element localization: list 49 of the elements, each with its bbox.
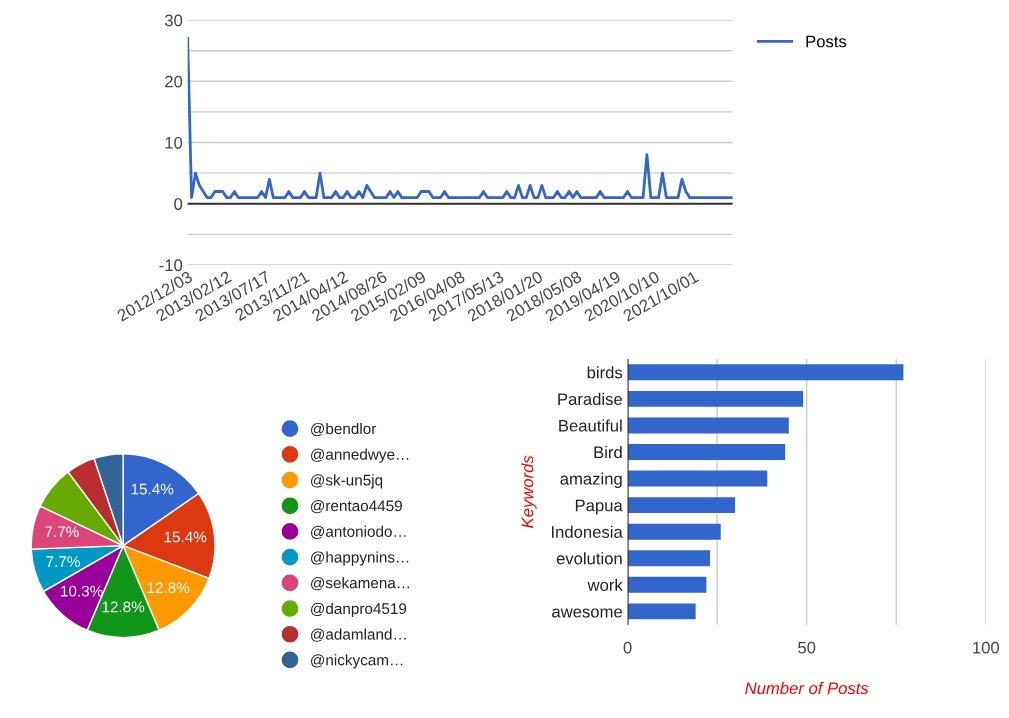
legend-label: @adamland… (311, 628, 406, 642)
bar (627, 470, 768, 487)
legend-label: @sk-un5jq (311, 474, 383, 489)
bar (627, 523, 721, 540)
data-label: 12.8% (102, 601, 145, 613)
legend-label: @happynins… (311, 551, 409, 566)
y-tick-label: birds (587, 366, 623, 379)
legend-label: Posts (806, 35, 847, 48)
x-tick-label: 0 (623, 641, 632, 654)
x-tick-label: 50 (798, 641, 816, 654)
y-tick-label: work (587, 578, 623, 592)
bar (627, 444, 786, 460)
y-tick-label: Bird (594, 445, 622, 459)
x-axis-title: Number of Posts (745, 681, 869, 695)
y-tick-label: 20 (165, 75, 183, 88)
y-tick-label: 0 (174, 198, 183, 210)
legend-label: @annedwye… (311, 448, 409, 463)
x-tick-label: 100 (973, 641, 1000, 654)
y-tick-label: Papua (575, 499, 623, 515)
legend-label: @rentao4459 (311, 500, 402, 514)
y-tick-label: evolution (556, 552, 622, 565)
bar (627, 417, 789, 434)
legend-label: @nickycam… (311, 654, 403, 669)
bar (627, 550, 710, 567)
data-label: 10.3% (61, 585, 103, 597)
legend-label: @danpro4519 (311, 602, 407, 618)
bar (627, 603, 696, 620)
legend-label: @bendlor (311, 422, 377, 437)
data-label: 12.8% (147, 582, 190, 594)
y-axis-title: Keywords (521, 455, 537, 528)
y-tick-label: 10 (165, 136, 183, 149)
y-tick-label: awesome (552, 608, 622, 618)
bar (627, 497, 736, 514)
bar (627, 364, 904, 381)
y-tick-label: 30 (164, 14, 183, 27)
data-label: 15.4% (131, 483, 174, 495)
legend-label: @antoniodo… (311, 525, 406, 539)
data-label: 7.7% (46, 556, 80, 567)
y-tick-label: amazing (560, 472, 622, 489)
bar (627, 390, 804, 407)
y-tick-label: -10 (159, 259, 183, 272)
y-tick-label: Indonesia (552, 525, 623, 538)
y-tick-label: Beautiful (559, 419, 622, 432)
legend-label: @sekamena… (311, 577, 410, 591)
line-series (187, 37, 733, 199)
data-label: 7.7% (45, 526, 79, 538)
bar (627, 576, 707, 593)
y-tick-label: Paradise (558, 392, 622, 406)
data-label: 15.4% (164, 531, 207, 543)
